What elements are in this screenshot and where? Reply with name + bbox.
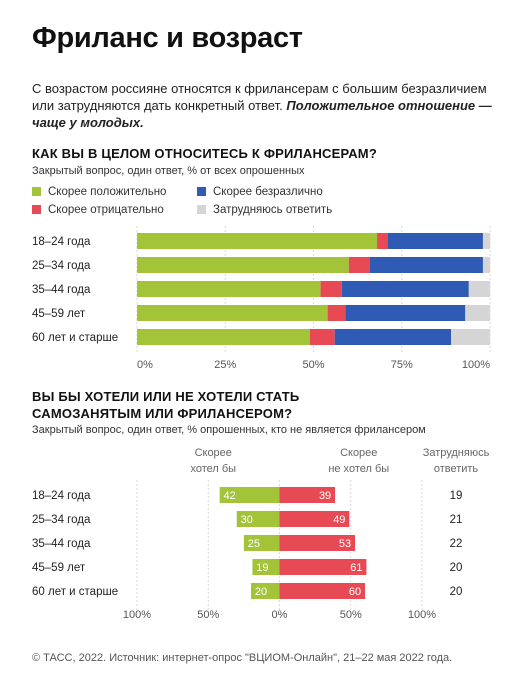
chart2-diverging-bar: Скорее хотел бы Скорее не хотел бы Затрудняю…: [32, 447, 490, 621]
chart2-data-label-want: 25: [248, 538, 260, 550]
chart2-value-undecided: 21: [450, 514, 463, 526]
chart1-category-label: 18–24 года: [32, 236, 91, 248]
legend-item-positive: Скорее положительно: [32, 186, 166, 198]
chart2-data-label-want: 19: [256, 562, 268, 574]
chart1-bar-segment: [468, 281, 490, 297]
legend-swatch-positive: [32, 187, 41, 196]
legend-swatch-undecided: [197, 205, 206, 214]
chart2-x-tick-label: 0%: [272, 609, 288, 621]
chart2-title-line2: САМОЗАНЯТЫМ ИЛИ ФРИЛАНСЕРОМ?: [32, 406, 293, 421]
legend-label-indifferent: Скорее безразлично: [213, 186, 323, 198]
chart2-header-undecided-line2: ответить: [434, 463, 479, 475]
chart1-bar-segment: [482, 233, 490, 249]
chart2-header-not-want-line1: Скорее: [340, 447, 377, 459]
chart2-x-tick-label: 50%: [340, 609, 362, 621]
chart2-category-label: 25–34 года: [32, 514, 91, 526]
chart2-bar-want: [219, 487, 280, 503]
legend-label-positive: Скорее положительно: [48, 186, 167, 198]
chart1-x-tick-label: 75%: [391, 359, 413, 371]
chart1-bar-segment: [348, 257, 370, 273]
legend-label-undecided: Затрудняюсь ответить: [213, 204, 333, 216]
chart2-header-undecided-line1: Затрудняюсь: [423, 447, 490, 459]
chart2-bar-not-want: [279, 583, 365, 599]
chart2-value-undecided: 19: [450, 490, 463, 502]
chart2-title-line1: ВЫ БЫ ХОТЕЛИ ИЛИ НЕ ХОТЕЛИ СТАТЬ: [32, 389, 300, 404]
chart1-bar-segment: [137, 281, 321, 297]
chart2-bar-not-want: [279, 559, 367, 575]
chart1-bar-segment: [309, 329, 335, 345]
chart2-category-label: 60 лет и старше: [32, 586, 118, 598]
chart2-x-tick-label: 100%: [408, 609, 436, 621]
chart1-bar-segment: [341, 281, 469, 297]
chart2-category-label: 18–24 года: [32, 490, 91, 502]
chart1-bar-segment: [137, 305, 328, 321]
chart1-stacked-bar: 0% 25% 50% 75% 100% 18–24 года 25–34 года 35–44…: [32, 226, 491, 371]
chart2-x-tick-label: 50%: [197, 609, 219, 621]
chart1-x-tick-label: 50%: [302, 359, 324, 371]
chart2-value-undecided: 20: [450, 562, 463, 574]
intro-plain: С возрастом россияне относятся к фриланс…: [32, 81, 487, 113]
page-title: Фриланс и возраст: [32, 22, 303, 54]
chart1-bar-segment: [320, 281, 342, 297]
chart2-data-label-want: 20: [255, 586, 267, 598]
chart2-title: ВЫ БЫ ХОТЕЛИ ИЛИ НЕ ХОТЕЛИ СТАТЬ САМОЗАНЯ…: [32, 388, 299, 422]
chart2-header-want-line1: Скорее: [195, 447, 232, 459]
chart1-x-tick-label: 100%: [462, 359, 490, 371]
chart1-title: КАК ВЫ В ЦЕЛОМ ОТНОСИТЕСЬ К ФРИЛАНСЕРАМ?: [32, 146, 377, 161]
chart1-category-label: 35–44 года: [32, 284, 91, 296]
chart1-bar-segment: [482, 257, 490, 273]
legend-item-negative: Скорее отрицательно: [32, 204, 164, 216]
chart2-bar-not-want: [279, 535, 356, 551]
chart1-x-tick-label: 25%: [214, 359, 236, 371]
chart2-bar-not-want: [279, 487, 336, 503]
chart1-subtitle: Закрытый вопрос, один ответ, % от всех о…: [32, 165, 305, 177]
chart2-bar-want: [251, 583, 280, 599]
chart2-data-label-not-want: 49: [333, 514, 345, 526]
legend-item-indifferent: Скорее безразлично: [197, 186, 323, 198]
intro-emphasis: Положительное отношение — чаще у молодых…: [32, 98, 492, 130]
chart2-bar-want: [243, 535, 280, 551]
chart2-bar-want: [236, 511, 280, 527]
chart1-x-tick-label: 0%: [137, 359, 153, 371]
chart2-data-label-not-want: 61: [350, 562, 362, 574]
chart1-bar-segment: [137, 233, 378, 249]
chart2-data-label-want: 42: [224, 490, 236, 502]
legend-swatch-negative: [32, 205, 41, 214]
chart2-value-undecided: 22: [450, 538, 463, 550]
chart1-bar-segment: [345, 305, 466, 321]
chart2-category-label: 35–44 года: [32, 538, 91, 550]
chart2-header-want-line2: хотел бы: [190, 463, 236, 475]
chart2-bar-not-want: [279, 511, 350, 527]
legend-swatch-indifferent: [197, 187, 206, 196]
chart2-subtitle: Закрытый вопрос, один ответ, % опрошенны…: [32, 424, 426, 436]
chart2-category-label: 45–59 лет: [32, 562, 86, 574]
legend-item-undecided: Затрудняюсь ответить: [197, 204, 332, 216]
chart2-data-label-not-want: 60: [349, 586, 361, 598]
chart2-value-undecided: 20: [450, 586, 463, 598]
footer-source: © ТАСС, 2022. Источник: интернет-опрос "…: [32, 652, 453, 664]
chart1-bar-segment: [334, 329, 452, 345]
chart1-bar-segment: [327, 305, 346, 321]
chart1-category-label: 60 лет и старше: [32, 332, 118, 344]
chart2-header-not-want-line2: не хотел бы: [328, 463, 389, 475]
intro-text: С возрастом россияне относятся к фриланс…: [32, 80, 502, 131]
chart2-x-tick-label: 100%: [123, 609, 151, 621]
chart1-bar-segment: [451, 329, 490, 345]
chart1-bar-segment: [387, 233, 483, 249]
legend-label-negative: Скорее отрицательно: [48, 204, 164, 216]
chart1-category-label: 45–59 лет: [32, 308, 86, 320]
chart1-bar-segment: [369, 257, 483, 273]
chart1-category-label: 25–34 года: [32, 260, 91, 272]
chart2-data-label-not-want: 53: [339, 538, 351, 550]
chart2-data-label-want: 30: [241, 514, 253, 526]
chart1-bar-segment: [377, 233, 388, 249]
chart1-bar-segment: [465, 305, 490, 321]
chart2-data-label-not-want: 39: [319, 490, 331, 502]
chart1-bar-segment: [137, 257, 349, 273]
chart1-bar-segment: [137, 329, 310, 345]
chart2-bar-want: [252, 559, 280, 575]
